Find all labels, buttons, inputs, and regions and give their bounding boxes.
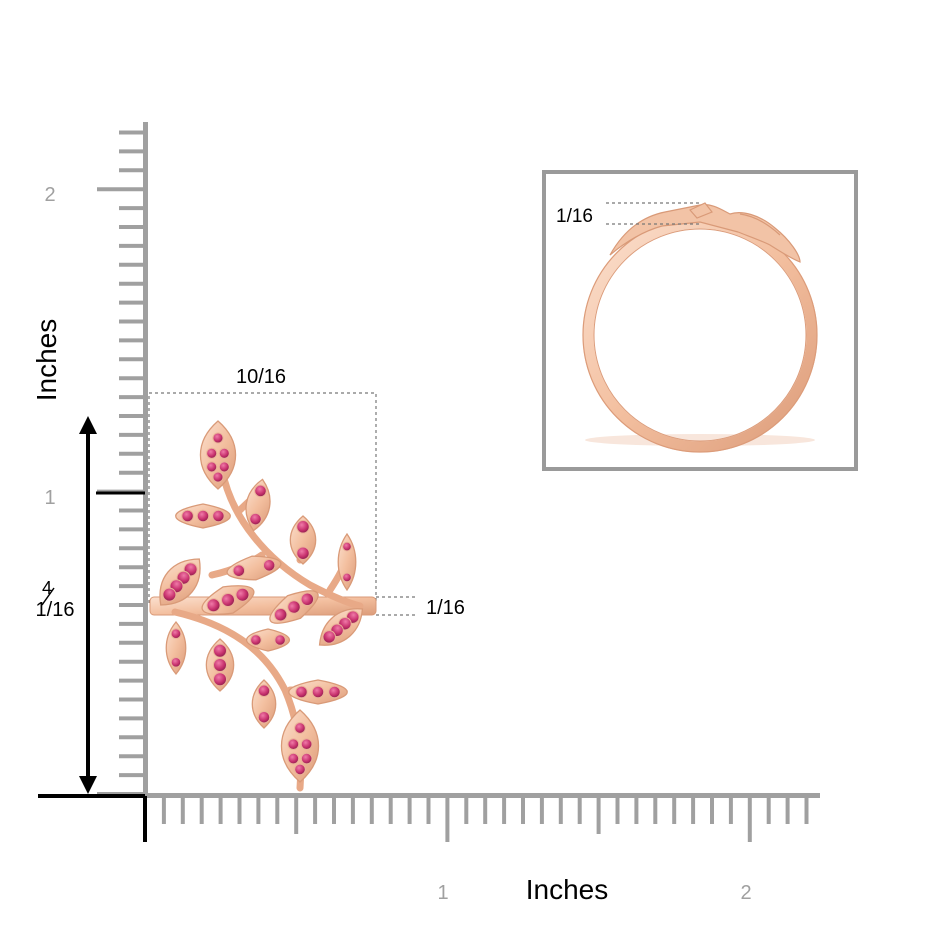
leaf xyxy=(289,515,317,565)
width-label: 10/16 xyxy=(236,366,286,388)
gem xyxy=(221,593,235,607)
gem xyxy=(300,752,313,765)
leaf xyxy=(251,679,277,729)
leaf xyxy=(246,628,290,652)
gem xyxy=(213,658,227,672)
side-thickness-label: 1/16 xyxy=(556,206,593,227)
gem xyxy=(181,509,194,523)
arrow-down-icon xyxy=(79,776,97,794)
band-thickness-label: 1/16 xyxy=(426,597,465,619)
leaf xyxy=(337,532,357,592)
ring-side-inner-edge xyxy=(593,228,807,442)
y-axis-title: Inches xyxy=(31,319,62,402)
x-axis-title: Inches xyxy=(526,874,609,905)
arrow-up-icon xyxy=(79,416,97,434)
gem xyxy=(287,738,300,751)
ring-side-band xyxy=(582,217,818,453)
gem xyxy=(257,684,271,698)
y-tick-label-2: 2 xyxy=(44,184,55,206)
gem xyxy=(274,634,286,646)
gem xyxy=(273,607,288,622)
horizontal-ruler xyxy=(143,793,820,842)
leaf xyxy=(288,679,348,705)
gem xyxy=(328,685,341,699)
gem xyxy=(206,447,218,459)
leaf xyxy=(201,585,255,615)
gem xyxy=(294,722,306,734)
gem xyxy=(257,710,271,724)
gem xyxy=(235,587,250,602)
gem xyxy=(342,572,352,583)
leaf xyxy=(159,558,201,606)
horizontal-ruler-ticks xyxy=(143,796,809,842)
gem xyxy=(300,738,313,751)
gem xyxy=(170,628,182,639)
gem xyxy=(170,657,182,668)
height-whole-label: 4 xyxy=(42,578,52,598)
gem xyxy=(287,600,301,614)
height-arrow xyxy=(79,416,97,794)
gem xyxy=(287,752,300,765)
gem xyxy=(206,461,218,473)
y-tick-label-1: 1 xyxy=(44,487,55,509)
side-thickness-marks xyxy=(606,202,700,225)
ring-side-leaves xyxy=(609,202,801,263)
gem xyxy=(249,512,262,526)
gem xyxy=(218,447,230,459)
gem xyxy=(212,432,224,444)
leaves xyxy=(159,420,364,783)
gem xyxy=(232,564,246,577)
gem xyxy=(322,630,336,644)
gem xyxy=(311,685,325,699)
gem xyxy=(162,587,177,602)
horizontal-ruler-bar xyxy=(145,793,820,798)
x-tick-label-1: 1 xyxy=(437,882,448,904)
leaf xyxy=(205,638,235,692)
gem xyxy=(213,643,227,658)
leaf xyxy=(175,503,231,529)
vertical-ruler xyxy=(97,122,148,797)
gem xyxy=(262,559,276,572)
fraction-slash xyxy=(41,587,55,606)
gem xyxy=(300,592,315,607)
gem xyxy=(254,484,267,498)
width-measure-box xyxy=(148,392,418,616)
gem xyxy=(295,685,308,699)
vertical-ruler-bar xyxy=(143,122,148,797)
gem xyxy=(218,461,230,473)
vertical-ruler-ticks xyxy=(97,130,145,796)
gem xyxy=(250,634,262,646)
leaf xyxy=(280,709,320,783)
x-tick-label-2: 2 xyxy=(740,882,751,904)
leaf xyxy=(199,420,237,490)
gem xyxy=(296,520,310,534)
ring-top-view xyxy=(149,420,377,792)
gem xyxy=(206,598,221,613)
side-view-inset: 1/16 xyxy=(542,170,858,471)
gem xyxy=(213,672,227,687)
leaf xyxy=(165,620,187,676)
gem xyxy=(212,471,224,483)
leaf xyxy=(245,478,271,532)
leaf-shape xyxy=(280,709,320,783)
gem xyxy=(212,509,225,523)
height-fraction-label: 1/16 xyxy=(36,599,75,621)
gem xyxy=(196,509,210,523)
gem xyxy=(296,546,310,560)
leaf xyxy=(269,590,319,624)
leaf-shape xyxy=(199,420,237,490)
gem xyxy=(342,541,352,552)
leaf xyxy=(226,555,282,581)
gem xyxy=(294,763,306,776)
leaf xyxy=(318,608,364,646)
